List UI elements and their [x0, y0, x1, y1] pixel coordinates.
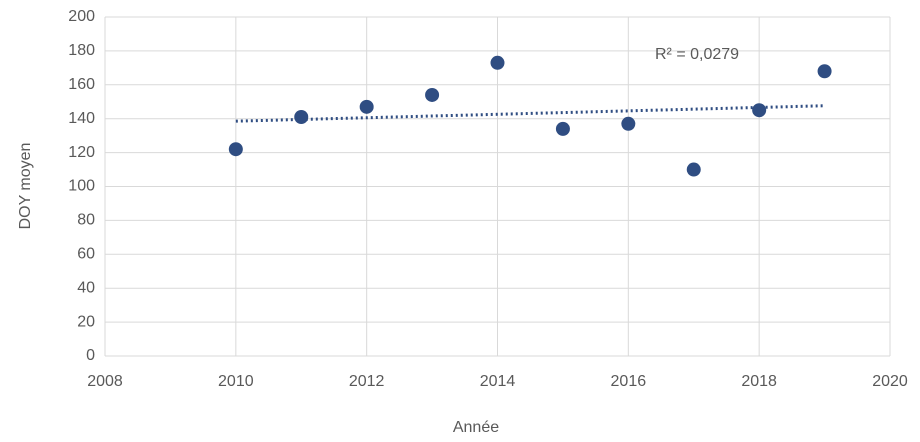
- point: [294, 110, 309, 125]
- y-tick-label: 160: [68, 76, 95, 93]
- x-tick-label: 2016: [611, 373, 647, 390]
- y-tick-label: 200: [68, 8, 95, 25]
- point: [425, 87, 440, 102]
- y-tick-label: 20: [77, 313, 95, 330]
- y-tick-label: 40: [77, 279, 95, 296]
- x-tick-label: 2018: [741, 373, 777, 390]
- point: [817, 64, 832, 79]
- x-tick-label: 2014: [480, 373, 516, 390]
- x-tick-label: 2020: [872, 373, 908, 390]
- y-tick-label: 120: [68, 144, 95, 161]
- trendline: [235, 104, 825, 123]
- point: [752, 103, 767, 118]
- y-tick-label: 100: [68, 178, 95, 195]
- point: [359, 99, 374, 114]
- y-tick-label: 140: [68, 110, 95, 127]
- y-tick-label: 80: [77, 212, 95, 229]
- y-tick-label: 180: [68, 42, 95, 59]
- y-axis-label: DOY moyen: [17, 143, 34, 230]
- y-tick-label: 60: [77, 246, 95, 263]
- y-tick-label: 0: [86, 347, 95, 364]
- point: [555, 121, 570, 136]
- point: [490, 55, 505, 70]
- point: [686, 162, 701, 177]
- annotation: R² = 0,0279: [655, 46, 739, 63]
- x-tick-label: 2010: [218, 373, 254, 390]
- x-tick-label: 2012: [349, 373, 385, 390]
- x-axis-label: Année: [453, 419, 499, 436]
- x-tick-label: 2008: [87, 373, 123, 390]
- point: [228, 142, 243, 157]
- point: [621, 116, 636, 131]
